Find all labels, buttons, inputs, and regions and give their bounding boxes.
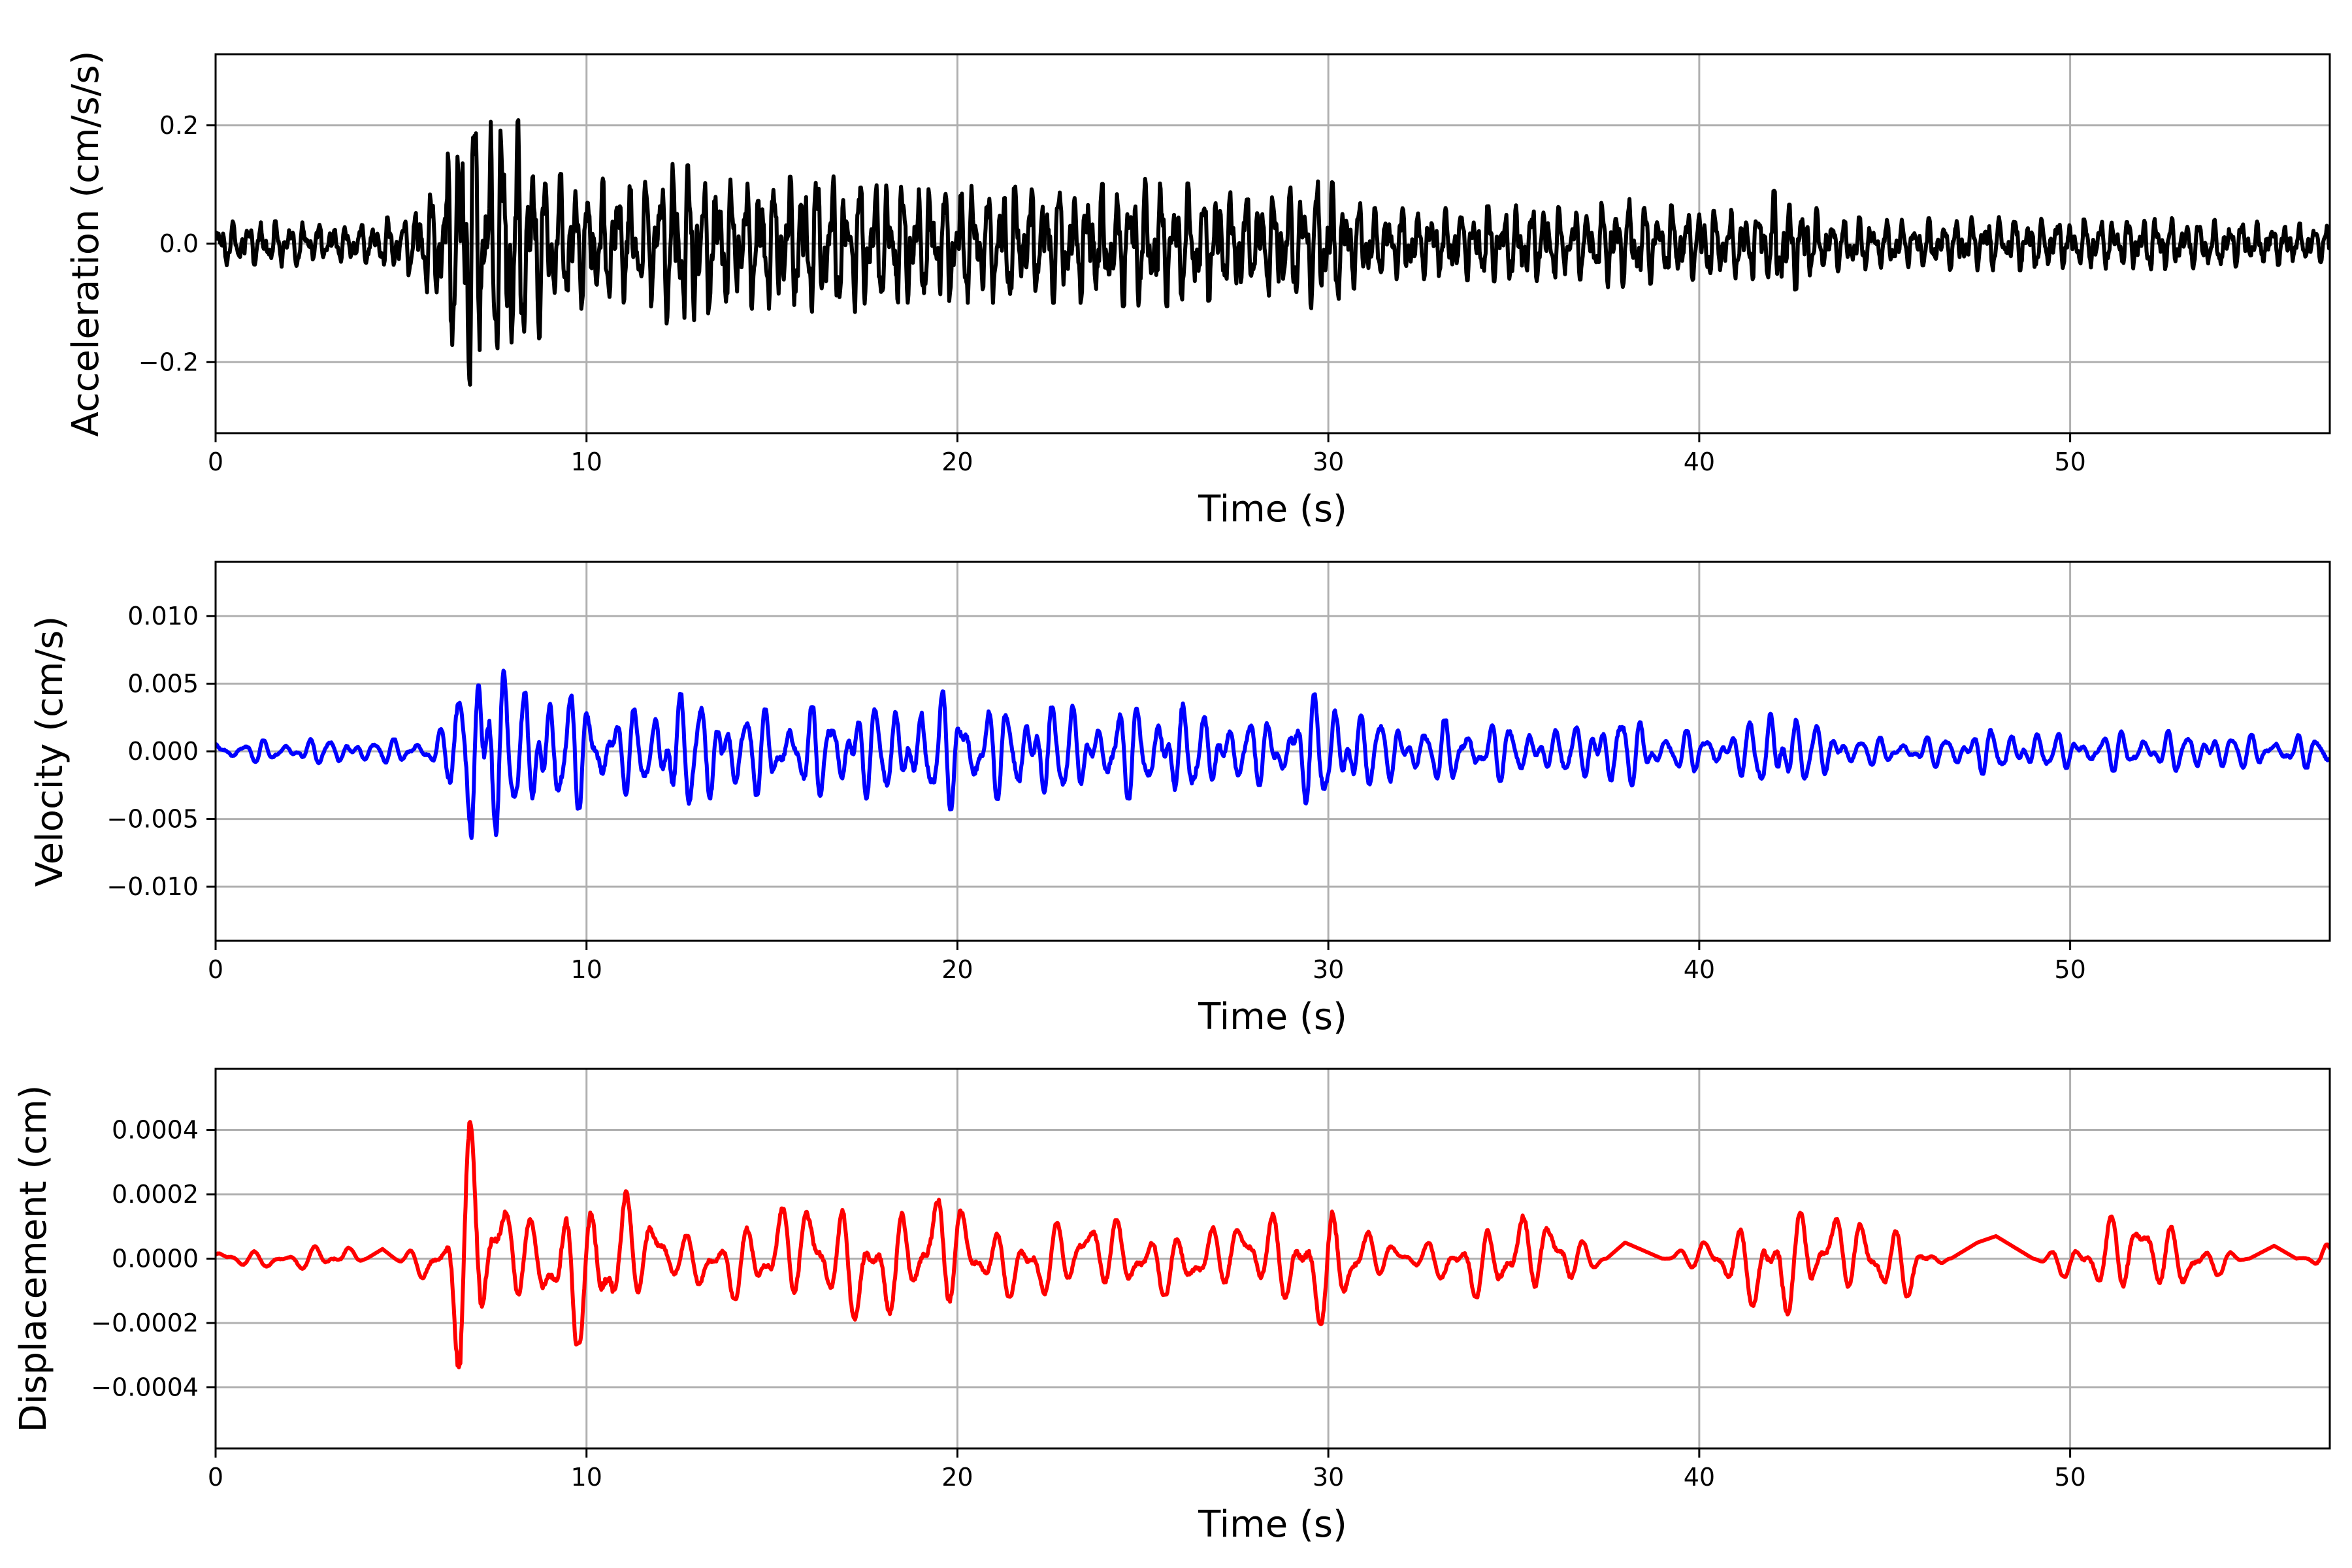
chart-panel-0: 0 10 20 30 40 50 −0.2 0.0 0.2 Time (s) Acceleratio… bbox=[65, 51, 2331, 531]
x-tick-label: 10 bbox=[571, 1463, 602, 1492]
x-tick-label: 30 bbox=[1313, 955, 1344, 984]
y-tick-label: 0.0 bbox=[159, 229, 199, 258]
x-tick-label: 10 bbox=[571, 448, 602, 476]
chart-panel-1: 0 10 20 30 40 50 −0.010 −0.005 0.000 0.005 0.010 Ti… bbox=[29, 561, 2331, 1038]
y-axis-label: Acceleration (cm/s/s) bbox=[65, 51, 107, 437]
x-tick-label: 20 bbox=[941, 1463, 973, 1492]
x-tick-label: 50 bbox=[2054, 955, 2085, 984]
y-tick-label: −0.0004 bbox=[91, 1373, 199, 1401]
y-tick-label: 0.010 bbox=[127, 602, 199, 630]
y-tick-label: 0.000 bbox=[127, 737, 199, 766]
series-line-0 bbox=[216, 118, 2330, 387]
x-tick-label: 0 bbox=[208, 1463, 223, 1492]
x-axis-label: Time (s) bbox=[1198, 488, 1347, 531]
x-tick-label: 10 bbox=[571, 955, 602, 984]
x-tick-label: 30 bbox=[1313, 448, 1344, 476]
y-tick-label: −0.0002 bbox=[91, 1309, 199, 1337]
x-tick-label: 20 bbox=[941, 448, 973, 476]
x-axis-label: Time (s) bbox=[1198, 1503, 1347, 1546]
x-tick-label: 20 bbox=[941, 955, 973, 984]
y-tick-label: 0.0002 bbox=[112, 1180, 199, 1209]
y-tick-label: −0.2 bbox=[139, 348, 199, 376]
x-tick-label: 0 bbox=[208, 955, 223, 984]
x-axis-label: Time (s) bbox=[1198, 996, 1347, 1038]
chart-panel-2: 0 10 20 30 40 50 −0.0004 −0.0002 0.0000 0.0002 0.0… bbox=[12, 1068, 2331, 1546]
series-line-2 bbox=[216, 1120, 2330, 1369]
series-line-1 bbox=[216, 668, 2330, 840]
y-axis-label: Velocity (cm/s) bbox=[29, 616, 71, 887]
y-tick-label: 0.0000 bbox=[112, 1245, 199, 1273]
x-tick-label: 50 bbox=[2054, 448, 2085, 476]
x-tick-label: 40 bbox=[1684, 1463, 1715, 1492]
y-tick-label: −0.005 bbox=[106, 805, 199, 834]
y-tick-label: 0.0004 bbox=[112, 1116, 199, 1145]
x-tick-label: 30 bbox=[1313, 1463, 1344, 1492]
x-tick-label: 40 bbox=[1684, 955, 1715, 984]
x-tick-label: 40 bbox=[1684, 448, 1715, 476]
y-tick-label: −0.010 bbox=[106, 872, 199, 901]
x-tick-label: 50 bbox=[2054, 1463, 2085, 1492]
x-tick-label: 0 bbox=[208, 448, 223, 476]
y-tick-label: 0.2 bbox=[159, 111, 199, 140]
y-axis-label: Displacement (cm) bbox=[12, 1085, 55, 1433]
y-tick-label: 0.005 bbox=[127, 669, 199, 698]
